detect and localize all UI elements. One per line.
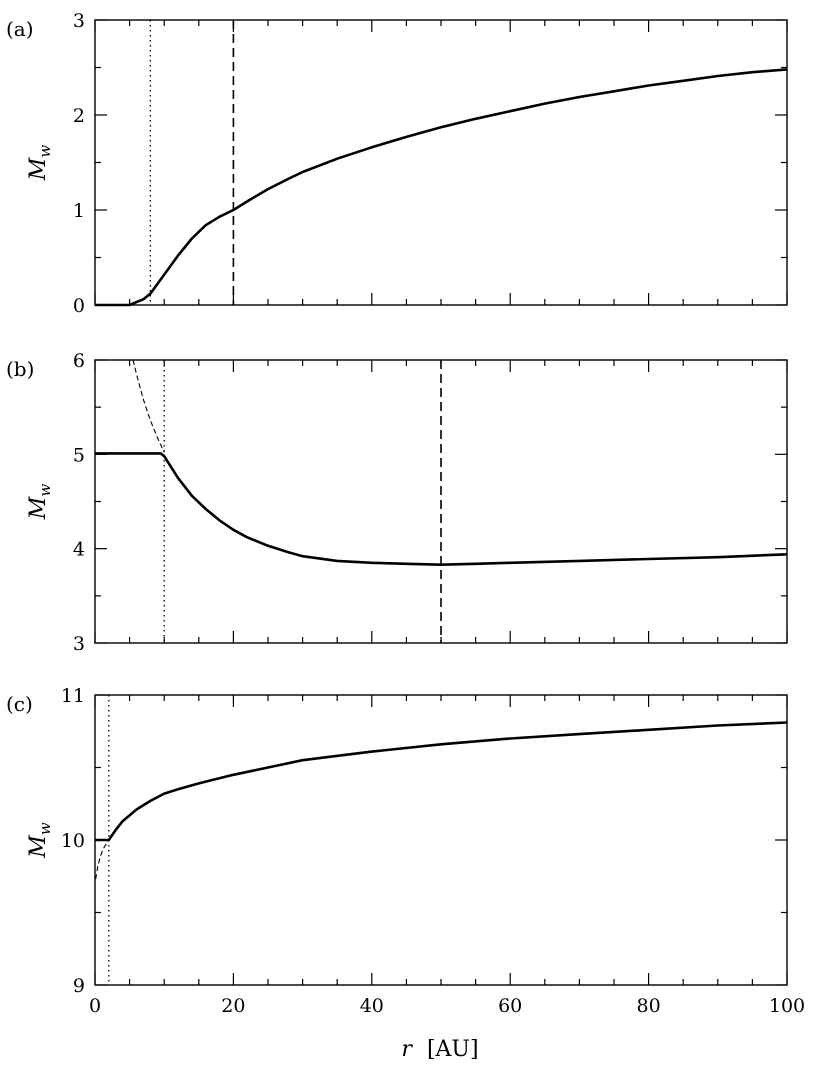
panel-b-ytick-label: 4 [73, 539, 85, 561]
panel-a-label: (a) [6, 17, 34, 41]
panel-a: 0 1 2 3 (a) Mw [6, 10, 788, 317]
x-tick-label: 80 [637, 995, 661, 1017]
panel-c-ylabel-subscript: w [36, 822, 54, 835]
panel-b-series-solid [95, 452, 788, 567]
panel-b-label: (b) [6, 357, 34, 381]
x-axis-unit: [AU] [427, 1037, 479, 1062]
panel-c-series-solid [95, 721, 788, 842]
panel-a-ylabel-subscript: w [36, 145, 54, 158]
panel-b-ytick-label: 3 [73, 633, 85, 655]
x-tick-label: 20 [221, 995, 245, 1017]
x-axis-variable: r [401, 1037, 413, 1062]
panel-b-ytick-label: 6 [73, 350, 85, 372]
panel-a-ytick-label: 3 [73, 10, 85, 32]
panel-b-series-thin-dashed [132, 359, 165, 453]
panel-a-ylabel-main: M [26, 157, 51, 181]
panel-a-ytick-label: 0 [73, 295, 85, 317]
x-tick-label: 0 [89, 995, 101, 1017]
x-axis-title: r [AU] [401, 1037, 478, 1062]
panel-c-ytick-label: 11 [61, 685, 85, 707]
x-tick-label: 100 [769, 995, 805, 1017]
panel-c-series-thin-dashed [95, 839, 110, 880]
panel-a-ytick-label: 2 [73, 105, 85, 127]
panel-b-ylabel-main: M [26, 496, 51, 520]
x-axis-tick-labels: 0 20 40 60 80 100 [89, 995, 805, 1017]
panel-c-label: (c) [6, 692, 33, 716]
panel-c-ylabel-main: M [26, 835, 51, 859]
x-tick-label: 60 [498, 995, 522, 1017]
panel-c: 9 10 11 (c) Mw [6, 685, 788, 997]
panel-a-frame [94, 19, 788, 306]
panel-c-ylabel: Mw [26, 822, 54, 859]
x-tick-label: 40 [360, 995, 384, 1017]
panel-a-ytick-label: 1 [73, 200, 85, 222]
panel-b-ytick-label: 5 [73, 444, 85, 466]
panel-b-ylabel-subscript: w [36, 484, 54, 497]
panel-b-ylabel: Mw [26, 484, 54, 521]
panel-c-ytick-label: 10 [61, 830, 85, 852]
panel-a-series-solid [95, 68, 788, 307]
panel-c-ytick-label: 9 [73, 975, 85, 997]
panel-c-frame [94, 694, 788, 986]
panel-a-ylabel: Mw [26, 145, 54, 182]
panel-b: 3 4 5 6 (b) Mw [6, 350, 788, 655]
